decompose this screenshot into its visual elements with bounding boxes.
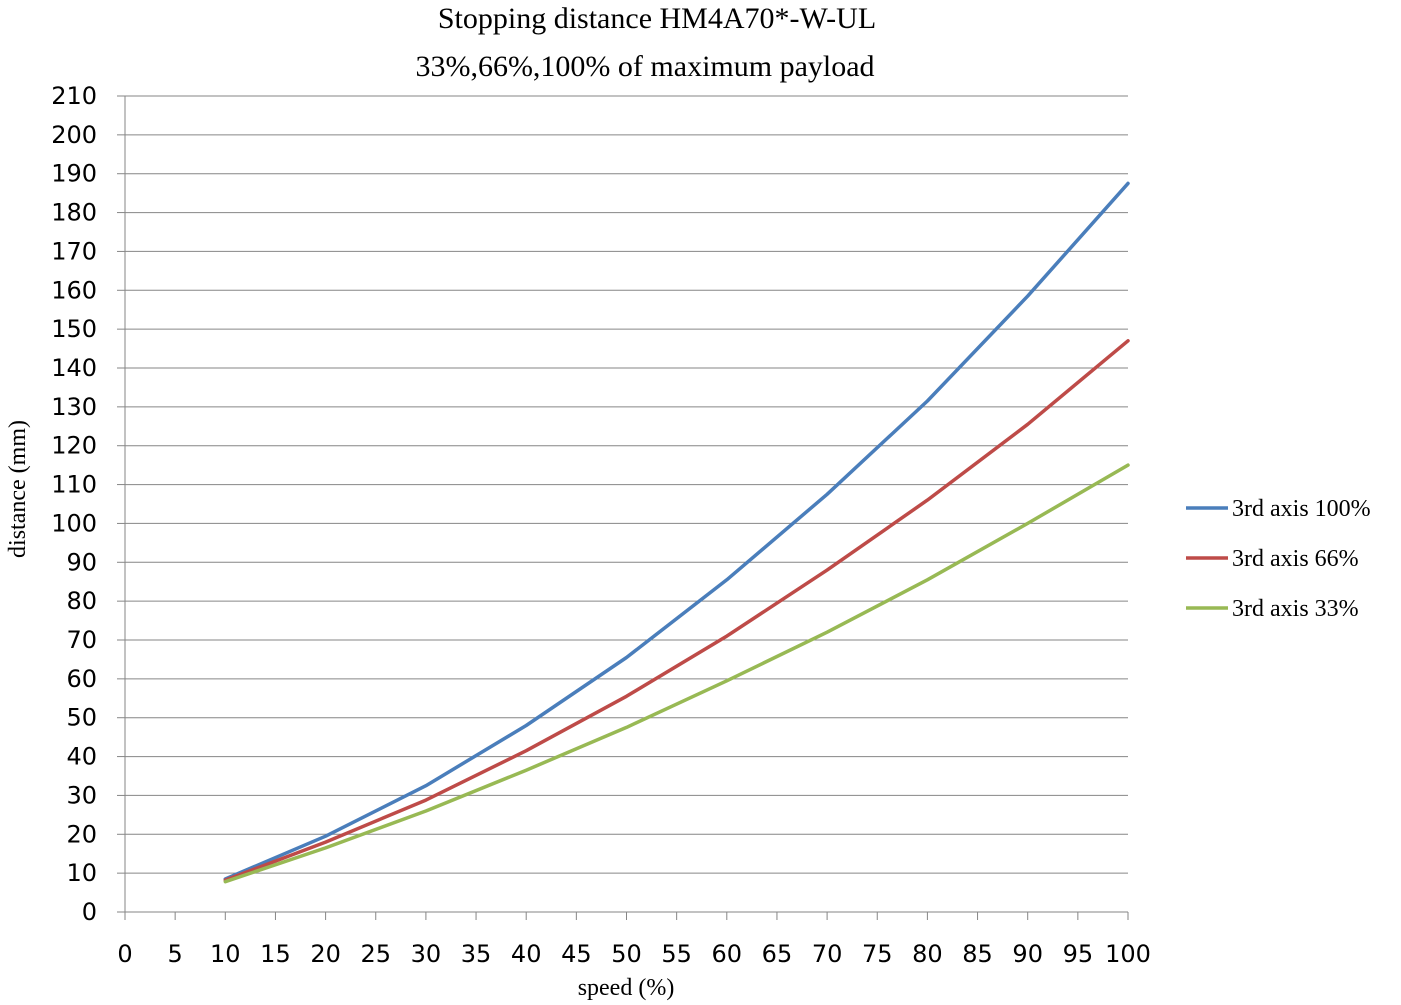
x-tick-label: 0 [117, 940, 132, 968]
y-tick-label: 170 [51, 237, 97, 265]
y-tick-label: 0 [82, 898, 97, 926]
x-tick-label: 35 [461, 940, 492, 968]
y-tick-label: 210 [51, 82, 97, 110]
gridlines [125, 95, 1128, 913]
x-tick-label: 80 [912, 940, 943, 968]
y-tick-label: 140 [51, 354, 97, 382]
y-tick-label: 90 [66, 548, 97, 576]
y-tick-label: 50 [66, 704, 97, 732]
y-tick-label: 180 [51, 199, 97, 227]
y-tick-label: 130 [51, 393, 97, 421]
x-tick-label: 70 [812, 940, 843, 968]
x-tick-label: 30 [411, 940, 442, 968]
x-tick-label: 15 [260, 940, 291, 968]
legend-label: 3rd axis 33% [1232, 596, 1359, 622]
x-tick-label: 25 [360, 940, 391, 968]
x-tick-label: 90 [1012, 940, 1043, 968]
y-tick-label: 160 [51, 276, 97, 304]
y-tick-label: 80 [66, 587, 97, 615]
x-tick-label: 45 [561, 940, 592, 968]
chart-title: Stopping distance HM4A70*-W-UL [438, 2, 876, 35]
y-tick-label: 100 [51, 509, 97, 537]
x-tick-label: 20 [310, 940, 341, 968]
legend-label: 3rd axis 66% [1232, 546, 1359, 572]
series-line-1 [223, 181, 1130, 881]
y-tick-label: 60 [66, 665, 97, 693]
legend-label: 3rd axis 100% [1232, 496, 1371, 522]
x-tick-label: 50 [611, 940, 642, 968]
y-tick-label: 10 [66, 859, 97, 887]
y-tick-label: 70 [66, 626, 97, 654]
x-tick-label: 40 [511, 940, 542, 968]
x-tick-label: 85 [962, 940, 993, 968]
y-tick-label: 40 [66, 743, 97, 771]
x-axis-label: speed (%) [578, 975, 675, 1001]
x-tick-label: 75 [862, 940, 893, 968]
x-tick-label: 60 [712, 940, 743, 968]
tick-labels: 0102030405060708090100110120130140150160… [51, 82, 1151, 968]
y-axis-label: distance (mm) [5, 420, 31, 558]
y-tick-label: 110 [51, 471, 97, 499]
x-tick-label: 65 [762, 940, 793, 968]
y-tick-label: 20 [66, 820, 97, 848]
x-tick-label: 95 [1063, 940, 1094, 968]
y-tick-label: 200 [51, 121, 97, 149]
series-line-3 [223, 463, 1130, 884]
x-tick-label: 5 [168, 940, 183, 968]
chart-subtitle: 33%,66%,100% of maximum payload [415, 50, 874, 83]
y-tick-label: 150 [51, 315, 97, 343]
x-tick-label: 10 [210, 940, 241, 968]
series-lines [223, 181, 1130, 884]
axes [117, 95, 1129, 920]
legend: 3rd axis 100% 3rd axis 66% 3rd axis 33% [1186, 496, 1371, 622]
y-tick-label: 190 [51, 160, 97, 188]
x-tick-label: 55 [661, 940, 692, 968]
x-tick-label: 100 [1105, 940, 1151, 968]
y-tick-label: 120 [51, 432, 97, 460]
series-line-2 [223, 339, 1130, 882]
y-tick-label: 30 [66, 781, 97, 809]
